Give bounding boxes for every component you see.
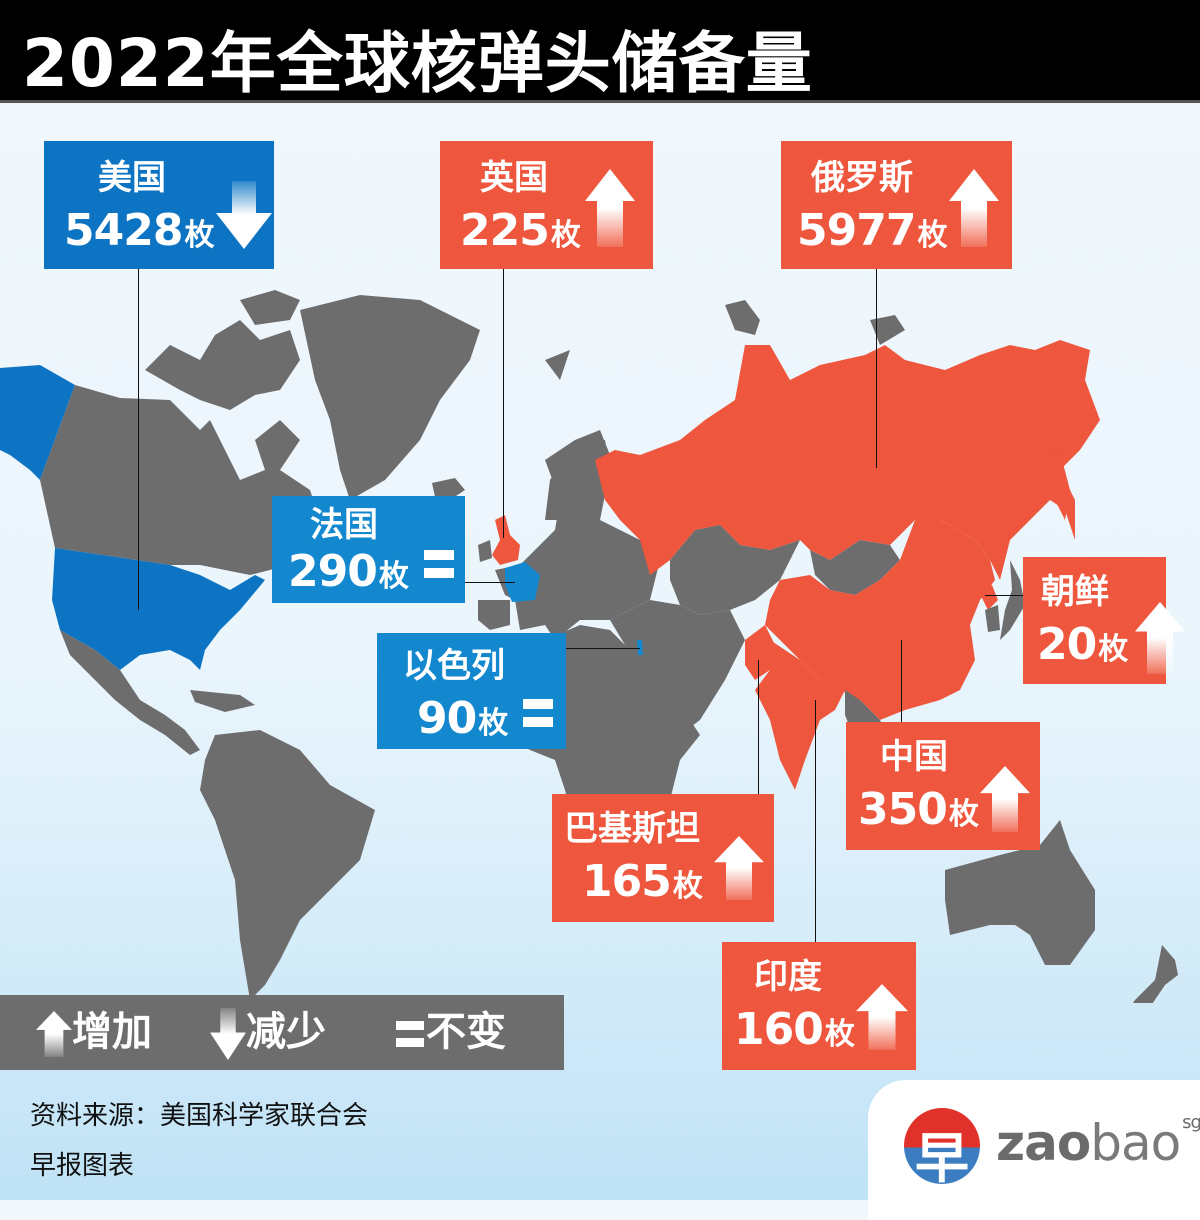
logo-wordmark: zaobao sg — [996, 1112, 1200, 1172]
kamchatka-shape — [1048, 448, 1070, 520]
logo-mark: 早 — [904, 1108, 980, 1184]
country-name: 巴基斯坦 — [564, 809, 700, 849]
warhead-count: 5977枚 — [797, 205, 947, 256]
equals-icon — [424, 550, 454, 578]
greenland-shape — [300, 295, 480, 500]
arrow-up-icon — [856, 984, 908, 1050]
warhead-count: 90枚 — [417, 693, 508, 744]
leader-russia — [876, 268, 877, 468]
callout-france: 法国 290枚 — [272, 496, 465, 603]
zaobao-logo: 早 zaobao sg — [868, 1080, 1200, 1220]
usa-shape — [52, 548, 265, 670]
arrow-up-icon — [714, 836, 764, 900]
iceland-shape — [432, 478, 465, 500]
page-title: 2022年全球核弹头储备量 — [22, 25, 813, 102]
ireland-shape — [478, 540, 492, 562]
india-shape — [755, 640, 845, 790]
mexico-shape — [60, 630, 200, 755]
callout-usa: 美国 5428枚 — [44, 141, 274, 269]
callout-israel: 以色列 90枚 — [377, 633, 566, 749]
north-korea-shape — [978, 585, 998, 610]
arrow-down-icon — [210, 1008, 246, 1060]
warhead-count: 225枚 — [460, 205, 581, 256]
callout-pakistan: 巴基斯坦 165枚 — [552, 794, 774, 922]
country-name: 美国 — [98, 158, 166, 198]
country-name: 印度 — [754, 957, 822, 997]
warhead-count: 20枚 — [1037, 619, 1128, 670]
warhead-count: 350枚 — [858, 784, 979, 835]
country-name: 以色列 — [403, 646, 505, 686]
arrow-up-icon — [36, 1011, 72, 1057]
japan-shape — [1000, 560, 1025, 640]
south-america-shape — [200, 730, 375, 1000]
arrow-down-icon — [216, 181, 272, 249]
france-shape — [505, 562, 540, 602]
country-name: 俄罗斯 — [811, 158, 913, 198]
country-name: 中国 — [880, 737, 948, 777]
south-korea-shape — [985, 605, 1000, 632]
china-shape — [765, 520, 995, 720]
legend: 增加 减少 不变 — [0, 995, 564, 1070]
arrow-up-icon — [585, 169, 635, 247]
legend-decrease: 减少 — [210, 1007, 326, 1060]
russia-shape — [595, 340, 1100, 580]
leader-china — [901, 640, 902, 722]
arctic-islands-shape — [145, 290, 300, 410]
leader-france — [465, 582, 515, 583]
arrow-up-icon — [980, 766, 1030, 832]
callout-uk: 英国 225枚 — [440, 141, 653, 269]
new-zealand-shape — [1132, 945, 1178, 1003]
leader-uk — [503, 268, 504, 538]
credit-note: 早报图表 — [30, 1151, 135, 1181]
arrow-up-icon — [1135, 602, 1185, 674]
scandinavia-shape — [545, 430, 610, 520]
callout-russia: 俄罗斯 5977枚 — [781, 141, 1012, 269]
alaska-shape — [0, 365, 75, 480]
uk-shape — [492, 515, 520, 565]
central-asia-shape — [670, 525, 800, 615]
source-note: 资料来源：美国科学家联合会 — [30, 1101, 369, 1131]
country-name: 法国 — [310, 505, 378, 545]
country-name: 英国 — [480, 158, 548, 198]
spain-shape — [478, 600, 510, 630]
leader-israel — [565, 648, 640, 649]
israel-shape — [637, 640, 643, 655]
legend-increase: 增加 — [36, 1007, 152, 1057]
mongolia-shape — [810, 540, 900, 595]
leader-india — [815, 700, 816, 945]
callout-china: 中国 350枚 — [846, 722, 1040, 850]
arrow-up-icon — [949, 169, 999, 247]
legend-unchanged: 不变 — [396, 1007, 506, 1057]
warhead-count: 165枚 — [582, 856, 703, 907]
title-bar: 2022年全球核弹头储备量 — [0, 0, 1200, 103]
callout-india: 印度 160枚 — [722, 942, 916, 1070]
caribbean-shape — [190, 690, 255, 712]
warhead-count: 5428枚 — [64, 205, 214, 256]
leader-north-korea — [985, 595, 1023, 596]
pakistan-shape — [745, 625, 775, 680]
equals-icon — [523, 699, 553, 727]
leader-usa — [138, 268, 139, 610]
equals-icon — [396, 1021, 424, 1047]
australia-shape — [945, 820, 1095, 965]
warhead-count: 160枚 — [734, 1004, 855, 1055]
callout-north-korea: 朝鲜 20枚 — [1023, 557, 1185, 684]
middle-east-shape — [610, 600, 745, 735]
canada-shape — [40, 385, 320, 575]
leader-pakistan — [758, 660, 759, 795]
country-name: 朝鲜 — [1041, 572, 1109, 612]
warhead-count: 290枚 — [288, 546, 409, 597]
